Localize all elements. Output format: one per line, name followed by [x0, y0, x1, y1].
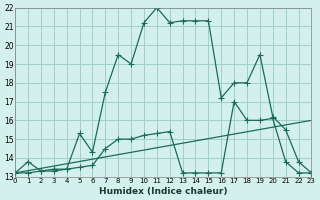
X-axis label: Humidex (Indice chaleur): Humidex (Indice chaleur)	[99, 187, 228, 196]
